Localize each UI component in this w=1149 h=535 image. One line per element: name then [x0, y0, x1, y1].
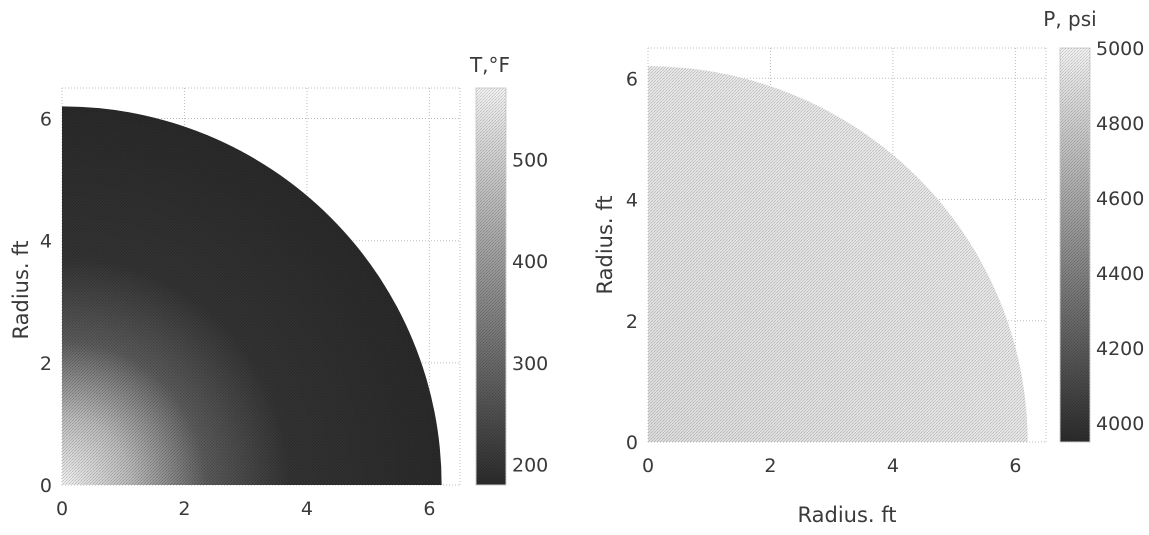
x-tick-label: 4	[301, 498, 313, 520]
pressure-dither-overlay	[648, 66, 1028, 442]
pressure-colorbar-title: P, psi	[1043, 7, 1096, 31]
pressure-panel: 0 2 4 6 0 2 4 6 Radius. ft Radius. ft 4000 4200…	[593, 7, 1144, 527]
temperature-colorbar-dither	[476, 88, 506, 485]
pressure-y-ticks: 0 2 4 6	[626, 68, 638, 454]
temperature-y-axis-label: Radius. ft	[9, 240, 33, 339]
temperature-colorbar-title: T,°F	[469, 53, 510, 77]
colorbar-tick-label: 5000	[1096, 38, 1144, 60]
x-tick-label: 6	[1009, 455, 1021, 477]
pressure-colorbar-ticks: 4000 4200 4400 4600 4800 5000	[1096, 38, 1144, 435]
colorbar-tick-label: 200	[512, 455, 548, 477]
temperature-panel: 0 2 4 6 0 2 4 6 Radius. ft 200 300 400 500 T,°F	[9, 53, 548, 520]
y-tick-label: 4	[626, 190, 638, 212]
temperature-dither-overlay	[62, 106, 442, 485]
colorbar-tick-label: 400	[512, 251, 548, 273]
x-tick-label: 2	[764, 455, 776, 477]
colorbar-tick-label: 4400	[1096, 263, 1144, 285]
x-tick-label: 4	[887, 455, 899, 477]
x-tick-label: 2	[178, 498, 190, 520]
x-tick-label: 0	[56, 498, 68, 520]
colorbar-tick-label: 300	[512, 353, 548, 375]
y-tick-label: 2	[626, 311, 638, 333]
x-tick-label: 0	[642, 455, 654, 477]
y-tick-label: 0	[626, 432, 638, 454]
x-tick-label: 6	[423, 498, 435, 520]
y-tick-label: 0	[40, 475, 52, 497]
y-tick-label: 6	[626, 68, 638, 90]
colorbar-tick-label: 500	[512, 149, 548, 171]
pressure-colorbar-dither	[1060, 48, 1090, 442]
temperature-y-ticks: 0 2 4 6	[40, 109, 52, 497]
pressure-x-ticks: 0 2 4 6	[642, 455, 1021, 477]
colorbar-tick-label: 4800	[1096, 113, 1144, 135]
y-tick-label: 4	[40, 231, 52, 253]
colorbar-tick-label: 4000	[1096, 413, 1144, 435]
y-tick-label: 6	[40, 109, 52, 131]
pressure-y-axis-label: Radius. ft	[593, 195, 617, 294]
pressure-x-axis-label: Radius. ft	[797, 503, 896, 527]
colorbar-tick-label: 4600	[1096, 188, 1144, 210]
colorbar-tick-label: 4200	[1096, 338, 1144, 360]
temperature-colorbar-ticks: 200 300 400 500	[512, 149, 548, 476]
y-tick-label: 2	[40, 353, 52, 375]
temperature-x-ticks: 0 2 4 6	[56, 498, 435, 520]
